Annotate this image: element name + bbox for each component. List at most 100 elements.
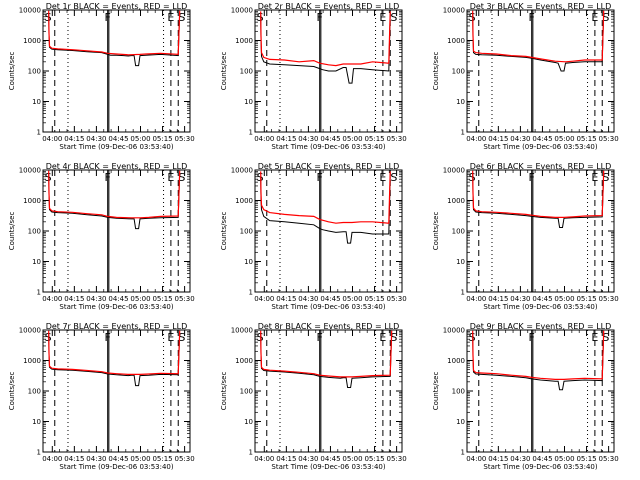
y-tick-label: 10000 bbox=[231, 327, 253, 335]
x-axis-label: Start Time (09-Dec-06 03:53:40) bbox=[483, 303, 597, 311]
x-tick-label: 05:15 bbox=[576, 135, 596, 143]
x-tick-label: 04:45 bbox=[320, 135, 340, 143]
flag-label: S bbox=[257, 171, 264, 184]
flag-label: E bbox=[379, 171, 386, 184]
x-tick-label: 04:15 bbox=[488, 295, 508, 303]
flag-label: S bbox=[45, 11, 52, 24]
y-tick-label: 10000 bbox=[19, 7, 41, 15]
y-axis-label: Counts/sec bbox=[220, 52, 228, 91]
plot-frame bbox=[42, 169, 191, 293]
x-tick-label: 04:30 bbox=[298, 295, 318, 303]
x-tick-label: 05:00 bbox=[130, 135, 150, 143]
flag-label: E bbox=[167, 331, 174, 344]
lld-series-line bbox=[472, 170, 605, 218]
x-tick-label: 05:15 bbox=[364, 135, 384, 143]
y-axis-label: Counts/sec bbox=[220, 212, 228, 251]
x-tick-label: 05:00 bbox=[130, 295, 150, 303]
x-tick-label: 05:00 bbox=[554, 455, 574, 463]
flag-label: F bbox=[105, 11, 111, 24]
x-axis-label: Start Time (09-Dec-06 03:53:40) bbox=[271, 303, 385, 311]
flag-label: S bbox=[178, 331, 185, 344]
x-tick-label: 04:15 bbox=[488, 135, 508, 143]
x-axis-label: Start Time (09-Dec-06 03:53:40) bbox=[271, 143, 385, 151]
chart-title: Det 5r BLACK = Events, RED = LLD bbox=[258, 162, 400, 171]
y-tick-label: 100 bbox=[452, 68, 465, 76]
y-tick-label: 1 bbox=[461, 449, 465, 457]
y-tick-label: 10 bbox=[32, 98, 41, 106]
y-tick-label: 10000 bbox=[231, 167, 253, 175]
lld-series-line bbox=[48, 330, 181, 375]
x-tick-label: 04:30 bbox=[298, 135, 318, 143]
x-tick-label: 04:45 bbox=[108, 295, 128, 303]
y-tick-label: 100 bbox=[240, 68, 253, 76]
y-tick-label: 100 bbox=[240, 228, 253, 236]
y-tick-label: 100 bbox=[240, 388, 253, 396]
y-tick-label: 100 bbox=[452, 228, 465, 236]
x-axis-label: Start Time (09-Dec-06 03:53:40) bbox=[59, 143, 173, 151]
y-tick-label: 1000 bbox=[235, 357, 253, 365]
y-tick-label: 1 bbox=[249, 289, 253, 297]
y-axis-label: Counts/sec bbox=[432, 212, 440, 251]
flag-label: F bbox=[529, 11, 535, 24]
x-axis-label: Start Time (09-Dec-06 03:53:40) bbox=[483, 463, 597, 471]
y-tick-label: 100 bbox=[452, 388, 465, 396]
flag-label: S bbox=[178, 171, 185, 184]
y-tick-label: 1000 bbox=[235, 37, 253, 45]
x-tick-label: 05:15 bbox=[152, 455, 172, 463]
y-tick-label: 10000 bbox=[19, 167, 41, 175]
flag-label: S bbox=[390, 11, 397, 24]
y-tick-label: 1000 bbox=[447, 37, 465, 45]
y-axis-label: Counts/sec bbox=[8, 212, 16, 251]
y-axis-label: Counts/sec bbox=[8, 372, 16, 411]
y-tick-label: 1 bbox=[37, 449, 41, 457]
flag-label: S bbox=[257, 11, 264, 24]
x-tick-label: 04:15 bbox=[488, 455, 508, 463]
events-series-line bbox=[48, 12, 181, 67]
x-tick-label: 05:00 bbox=[130, 455, 150, 463]
x-tick-label: 04:30 bbox=[298, 455, 318, 463]
events-series-line bbox=[48, 332, 181, 387]
y-tick-label: 10000 bbox=[231, 7, 253, 15]
lld-series-line bbox=[48, 170, 181, 219]
plot-frame bbox=[42, 9, 191, 133]
y-tick-label: 1 bbox=[461, 129, 465, 137]
x-tick-label: 04:15 bbox=[276, 295, 296, 303]
x-tick-label: 04:00 bbox=[254, 295, 274, 303]
x-tick-label: 05:30 bbox=[175, 295, 195, 303]
flag-label: F bbox=[317, 331, 323, 344]
flag-label: S bbox=[469, 331, 476, 344]
flag-label: F bbox=[529, 171, 535, 184]
y-tick-label: 1000 bbox=[447, 357, 465, 365]
x-tick-label: 04:45 bbox=[108, 135, 128, 143]
x-tick-label: 05:15 bbox=[576, 295, 596, 303]
x-tick-label: 05:15 bbox=[364, 295, 384, 303]
lld-series-line bbox=[472, 10, 605, 63]
plot-frame bbox=[466, 169, 615, 293]
flag-label: E bbox=[167, 171, 174, 184]
x-tick-label: 05:30 bbox=[387, 295, 407, 303]
chart-panel: Det 2r BLACK = Events, RED = LLD 1 10 100 10… bbox=[220, 2, 407, 151]
events-series-line bbox=[260, 332, 393, 388]
x-tick-label: 05:00 bbox=[342, 295, 362, 303]
flag-label: S bbox=[469, 11, 476, 24]
flag-label: S bbox=[178, 11, 185, 24]
x-axis-label: Start Time (09-Dec-06 03:53:40) bbox=[59, 303, 173, 311]
x-tick-label: 04:00 bbox=[42, 295, 62, 303]
y-tick-label: 10 bbox=[456, 258, 465, 266]
y-tick-label: 100 bbox=[28, 388, 41, 396]
flag-label: S bbox=[390, 171, 397, 184]
x-tick-label: 04:15 bbox=[64, 135, 84, 143]
chart-panel: Det 4r BLACK = Events, RED = LLD 1 10 100 10… bbox=[8, 162, 195, 311]
x-tick-label: 05:00 bbox=[554, 295, 574, 303]
chart-title: Det 3r BLACK = Events, RED = LLD bbox=[470, 2, 612, 11]
y-tick-label: 1000 bbox=[235, 197, 253, 205]
chart-title: Det 8r BLACK = Events, RED = LLD bbox=[258, 322, 400, 331]
y-tick-label: 1000 bbox=[23, 37, 41, 45]
x-tick-label: 05:00 bbox=[554, 135, 574, 143]
x-tick-label: 04:15 bbox=[64, 455, 84, 463]
x-tick-label: 05:30 bbox=[175, 135, 195, 143]
x-tick-label: 05:00 bbox=[342, 455, 362, 463]
y-tick-label: 1000 bbox=[23, 357, 41, 365]
flag-label: F bbox=[317, 11, 323, 24]
